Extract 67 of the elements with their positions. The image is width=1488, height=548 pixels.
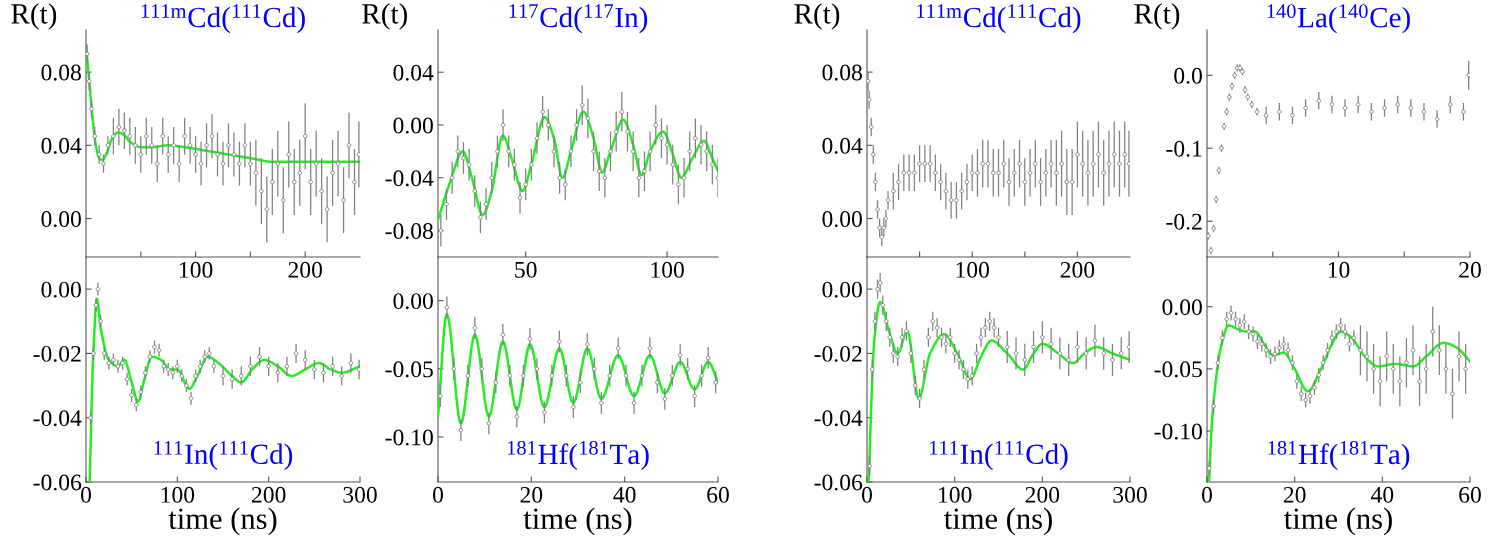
y-tick-label: -0.2: [1166, 213, 1202, 230]
y-tick-label: 0.00: [1162, 299, 1202, 316]
x-tick-label: 0: [433, 486, 443, 503]
text: $^{111}$In($^{111}$Cd): [930, 440, 1068, 471]
chart-title: $^{117}$Cd($^{117}$In): [509, 4, 648, 34]
x-tick-label: 100: [651, 261, 684, 278]
y-tick-label: -0.02: [814, 345, 862, 362]
y-tick-label: -0.05: [1154, 361, 1202, 378]
x-tick-label: 200: [288, 261, 323, 278]
y-tick-label: 0.00: [41, 211, 81, 228]
x-axis-title: time (ns): [944, 507, 1052, 536]
y-axis-title: R(t): [11, 3, 57, 30]
y-tick-label: 0.00: [822, 281, 862, 298]
text: $^{181}$Hf($^{181}$Ta): [1268, 440, 1410, 471]
y-tick-label: 0.0: [1174, 67, 1202, 84]
x-tick-label: 300: [343, 486, 377, 503]
y-tick-label: -0.04: [385, 170, 434, 187]
x-tick-label: 50: [515, 261, 537, 278]
x-tick-label: 0: [862, 486, 872, 503]
x-tick-label: 0: [1202, 486, 1212, 503]
x-tick-label: 200: [1060, 261, 1095, 278]
y-tick-label: 0.08: [822, 64, 862, 81]
y-axis-title: R(t): [1134, 3, 1180, 30]
x-tick-label: 100: [939, 486, 972, 503]
x-tick-label: 100: [161, 486, 195, 503]
text: $^{111}$In($^{111}$Cd): [154, 440, 293, 471]
x-axis-title: time (ns): [1284, 507, 1392, 536]
x-tick-label: 60: [1459, 486, 1481, 503]
y-tick-label: -0.06: [814, 474, 863, 491]
y-tick-label: -0.1: [1166, 140, 1202, 157]
y-tick-label: -0.02: [33, 345, 81, 362]
y-tick-label: -0.05: [385, 361, 433, 378]
y-tick-label: 0.00: [41, 281, 81, 298]
x-tick-label: 20: [520, 486, 543, 503]
y-tick-label: -0.06: [33, 474, 82, 491]
y-tick-label: 0.08: [41, 64, 81, 81]
text: $^{181}$Hf($^{181}$Ta): [507, 440, 649, 471]
y-tick-label: 0.04: [393, 64, 434, 81]
x-tick-label: 300: [1113, 486, 1147, 503]
y-tick-label: -0.10: [1154, 423, 1202, 440]
y-tick-label: 0.04: [41, 137, 82, 154]
y-tick-label: -0.04: [814, 410, 863, 427]
y-tick-label: 0.04: [822, 137, 863, 154]
x-tick-label: 20: [1283, 486, 1306, 503]
x-tick-label: 60: [707, 486, 729, 503]
x-tick-label: 100: [956, 261, 990, 278]
y-axis-title: R(t): [362, 3, 408, 30]
y-tick-label: -0.04: [33, 410, 82, 427]
x-tick-label: 200: [252, 486, 286, 503]
x-tick-label: 40: [1370, 486, 1394, 503]
x-tick-label: 10: [1328, 261, 1350, 278]
x-tick-label: 40: [613, 486, 636, 503]
x-tick-label: 20: [1459, 261, 1481, 278]
y-axis-title: R(t): [794, 3, 840, 30]
x-axis-title: time (ns): [523, 507, 632, 536]
chart-title: $^{111m}$Cd($^{111}$Cd): [917, 4, 1081, 34]
y-tick-label: -0.08: [385, 223, 433, 240]
x-tick-label: 100: [179, 261, 213, 278]
y-tick-label: 0.00: [822, 211, 862, 228]
x-tick-label: 0: [81, 486, 91, 503]
y-tick-label: -0.10: [385, 429, 433, 446]
y-tick-label: 0.00: [393, 293, 433, 310]
chart-title: $^{111m}$Cd($^{111}$Cd): [141, 4, 305, 34]
x-tick-label: 200: [1025, 486, 1060, 503]
y-tick-label: 0.00: [393, 117, 433, 134]
chart-title: $^{140}$La($^{140}$Ce): [1267, 4, 1410, 34]
x-axis-title: time (ns): [168, 507, 277, 536]
